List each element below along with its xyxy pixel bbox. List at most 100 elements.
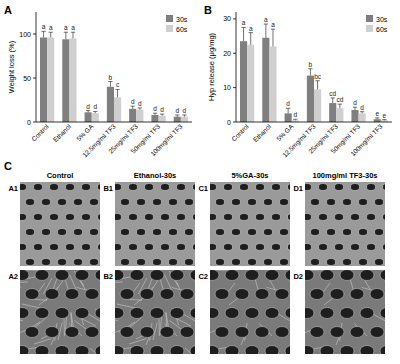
tubule bbox=[82, 214, 91, 221]
tubule bbox=[85, 327, 99, 338]
tubule bbox=[150, 346, 164, 355]
tubule bbox=[272, 184, 281, 191]
tubule bbox=[115, 308, 124, 319]
error-line bbox=[117, 89, 118, 97]
tubule bbox=[330, 289, 344, 300]
tubule bbox=[255, 289, 269, 300]
image-bg bbox=[115, 182, 195, 266]
tubule bbox=[50, 184, 59, 191]
error-line bbox=[310, 69, 311, 76]
tubule bbox=[98, 214, 101, 221]
tubule bbox=[210, 214, 217, 221]
image-bg bbox=[20, 270, 100, 354]
error-bar bbox=[315, 81, 319, 90]
tubule bbox=[50, 214, 59, 221]
micrograph bbox=[3, 270, 119, 364]
error-bar bbox=[360, 112, 364, 114]
column-title: Control bbox=[47, 171, 74, 180]
y-tick bbox=[33, 78, 36, 79]
tubule bbox=[305, 184, 312, 191]
tubule bbox=[170, 308, 184, 319]
tubule bbox=[343, 199, 352, 206]
chart: BHyp release (μg/mg)aadbcddeaadbccdde010… bbox=[204, 4, 392, 159]
tubule bbox=[216, 199, 225, 206]
tubule bbox=[272, 244, 281, 251]
y-tick-label: 20 bbox=[223, 50, 231, 57]
tubule bbox=[383, 244, 386, 251]
error-cap bbox=[86, 110, 90, 111]
error-bar bbox=[249, 33, 253, 45]
bar bbox=[40, 38, 47, 122]
tubule bbox=[311, 229, 320, 236]
bar bbox=[159, 116, 166, 122]
tubule bbox=[25, 327, 39, 338]
tubule bbox=[82, 244, 91, 251]
cell-label: D1 bbox=[293, 184, 303, 193]
error-line bbox=[132, 106, 133, 109]
tubule bbox=[115, 184, 122, 191]
tubule bbox=[305, 270, 314, 281]
error-cap bbox=[338, 104, 342, 105]
error-bar bbox=[353, 107, 357, 110]
tubule bbox=[370, 289, 384, 300]
error-bar bbox=[86, 111, 90, 113]
bar bbox=[69, 38, 76, 122]
error-bar bbox=[138, 108, 142, 110]
tubule bbox=[129, 244, 138, 251]
bar bbox=[269, 46, 276, 122]
error-line bbox=[72, 32, 73, 38]
tubule bbox=[75, 308, 89, 319]
image-content bbox=[115, 270, 195, 354]
tubule bbox=[224, 184, 233, 191]
image-content bbox=[115, 182, 195, 266]
tubule bbox=[161, 244, 170, 251]
error-bar bbox=[64, 32, 68, 39]
tubule bbox=[360, 270, 374, 281]
tubule bbox=[216, 229, 225, 236]
bar bbox=[62, 39, 69, 122]
marks bbox=[40, 31, 188, 122]
image-content bbox=[210, 270, 290, 354]
significance-letter: e bbox=[383, 112, 387, 119]
tubule bbox=[265, 346, 279, 355]
tubule bbox=[351, 184, 360, 191]
bar bbox=[129, 109, 136, 122]
tubule bbox=[305, 308, 314, 319]
tubule bbox=[20, 244, 27, 251]
tubule bbox=[280, 259, 289, 266]
significance-letter: bc bbox=[314, 73, 322, 80]
tubule bbox=[115, 244, 122, 251]
y-axis-label: Hyp release (μg/mg) bbox=[207, 32, 216, 101]
y-tick bbox=[233, 18, 236, 19]
y-axis bbox=[36, 12, 37, 122]
image-content bbox=[305, 182, 385, 266]
tubule bbox=[264, 259, 273, 266]
tubule bbox=[340, 270, 354, 281]
image-content bbox=[305, 270, 385, 354]
error-bar bbox=[382, 119, 386, 121]
bar bbox=[307, 76, 314, 122]
error-bar bbox=[286, 108, 290, 113]
y-tick bbox=[33, 122, 36, 123]
tubule bbox=[235, 327, 249, 338]
error-line bbox=[332, 98, 333, 103]
tubule bbox=[66, 214, 75, 221]
tubule bbox=[20, 270, 29, 281]
column-title: Ethanol-30s bbox=[134, 171, 177, 180]
bar bbox=[136, 110, 143, 122]
tubule bbox=[137, 259, 146, 266]
tubule bbox=[185, 199, 194, 206]
y-tick bbox=[233, 122, 236, 123]
error-bar bbox=[264, 24, 268, 38]
legend-swatch bbox=[366, 25, 373, 32]
y-tick bbox=[33, 34, 36, 35]
image-bg bbox=[210, 182, 290, 266]
significance-letter: d bbox=[160, 106, 164, 113]
tubule bbox=[120, 289, 134, 300]
tubule bbox=[45, 289, 59, 300]
significance-letter: b bbox=[109, 74, 113, 81]
error-cap bbox=[71, 32, 75, 33]
significance-letter: d bbox=[293, 111, 297, 118]
tubule bbox=[150, 308, 164, 319]
tubule bbox=[305, 346, 314, 355]
